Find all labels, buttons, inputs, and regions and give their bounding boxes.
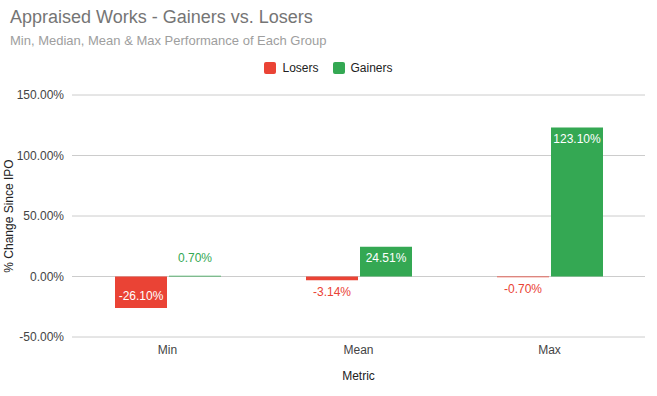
svg-text:100.00%: 100.00% — [17, 149, 65, 163]
svg-text:Metric: Metric — [342, 369, 375, 383]
svg-text:Min: Min — [158, 343, 177, 357]
svg-text:% Change Since IPO: % Change Since IPO — [8, 159, 16, 272]
svg-text:-50.00%: -50.00% — [19, 330, 64, 344]
html-text:Min, Median, Mean & Max Perfor: Min, Median, Mean & Max Performance of E… — [10, 33, 327, 48]
svg-text:-0.70%: -0.70% — [504, 282, 542, 296]
svg-text:-26.10%: -26.10% — [119, 289, 164, 303]
html-text:Losers: Losers — [282, 61, 319, 75]
svg-text:24.51%: 24.51% — [366, 251, 407, 265]
svg-text:-3.14%: -3.14% — [313, 285, 351, 299]
svg-text:Mean: Mean — [343, 343, 373, 357]
svg-text:150.00%: 150.00% — [17, 88, 65, 102]
html-text:Appraised Works - Gainers vs.: Appraised Works - Gainers vs. Losers — [10, 7, 313, 27]
svg-text:50.00%: 50.00% — [23, 209, 64, 223]
svg-text:0.00%: 0.00% — [30, 270, 64, 284]
svg-text:0.70%: 0.70% — [178, 251, 212, 265]
html-text:Gainers: Gainers — [350, 61, 393, 75]
svg-text:Max: Max — [538, 343, 561, 357]
svg-text:123.10%: 123.10% — [553, 132, 601, 146]
